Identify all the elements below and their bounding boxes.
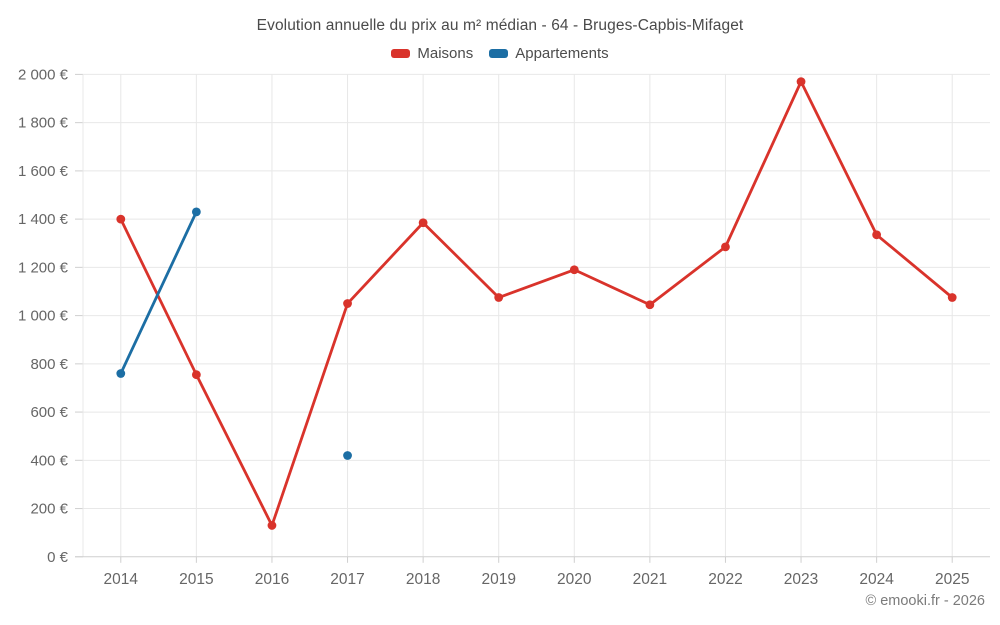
- x-axis-label: 2014: [104, 571, 139, 588]
- legend-label-appartements: Appartements: [515, 45, 609, 62]
- data-point-appartements-2014: [116, 369, 126, 378]
- y-axis-label: 1 600 €: [18, 163, 69, 180]
- x-axis-label: 2025: [935, 571, 969, 588]
- x-axis-label: 2017: [330, 571, 364, 588]
- y-axis-label: 600 €: [30, 404, 68, 421]
- data-point-maisons-2025: [947, 293, 957, 302]
- legend-item-maisons[interactable]: Maisons: [391, 45, 473, 62]
- data-point-maisons-2015: [191, 370, 201, 380]
- y-axis-label: 1 800 €: [18, 115, 69, 132]
- chart-title: Evolution annuelle du prix au m² médian …: [256, 17, 744, 34]
- x-axis-label: 2019: [481, 571, 515, 588]
- y-axis-label: 1 400 €: [18, 211, 69, 228]
- appartements-series-swatch-icon: [489, 49, 509, 58]
- data-point-maisons-2014: [116, 214, 126, 224]
- series-line-maisons: [119, 80, 954, 527]
- legend-label-maisons: Maisons: [417, 45, 474, 62]
- attribution-text: © emooki.fr - 2026: [865, 593, 985, 609]
- series-line-appartements: [119, 210, 198, 375]
- y-axis-label: 200 €: [30, 501, 68, 518]
- y-axis-label: 2 000 €: [18, 66, 69, 83]
- maisons-series-swatch-icon: [391, 49, 411, 58]
- data-point-maisons-2022: [721, 242, 730, 252]
- data-point-appartements-2015: [191, 207, 201, 217]
- x-axis-label: 2015: [179, 571, 213, 588]
- y-axis-label: 1 200 €: [18, 259, 69, 276]
- data-point-maisons-2024: [872, 230, 882, 240]
- data-point-maisons-2021: [645, 300, 655, 310]
- y-axis-label: 0 €: [47, 549, 69, 566]
- y-axis-label: 400 €: [30, 452, 68, 469]
- x-axis-label: 2018: [406, 571, 440, 588]
- legend-item-appartements[interactable]: Appartements: [489, 45, 609, 62]
- data-point-maisons-2020: [569, 265, 579, 275]
- x-axis-label: 2024: [859, 571, 894, 588]
- x-axis-label: 2023: [784, 571, 818, 588]
- data-point-maisons-2023: [796, 77, 806, 87]
- data-point-maisons-2019: [494, 293, 504, 302]
- data-point-appartements-2017: [343, 451, 352, 460]
- x-axis-label: 2022: [708, 571, 742, 588]
- chart-legend: Maisons Appartements: [0, 45, 1000, 62]
- x-axis-label: 2020: [557, 571, 592, 588]
- data-point-maisons-2018: [418, 218, 428, 228]
- data-point-maisons-2017: [343, 299, 352, 308]
- y-axis-label: 800 €: [30, 356, 68, 373]
- y-axis-label: 1 000 €: [18, 308, 69, 325]
- data-point-maisons-2016: [267, 521, 277, 530]
- x-axis-label: 2016: [255, 571, 289, 588]
- x-axis-label: 2021: [633, 571, 667, 588]
